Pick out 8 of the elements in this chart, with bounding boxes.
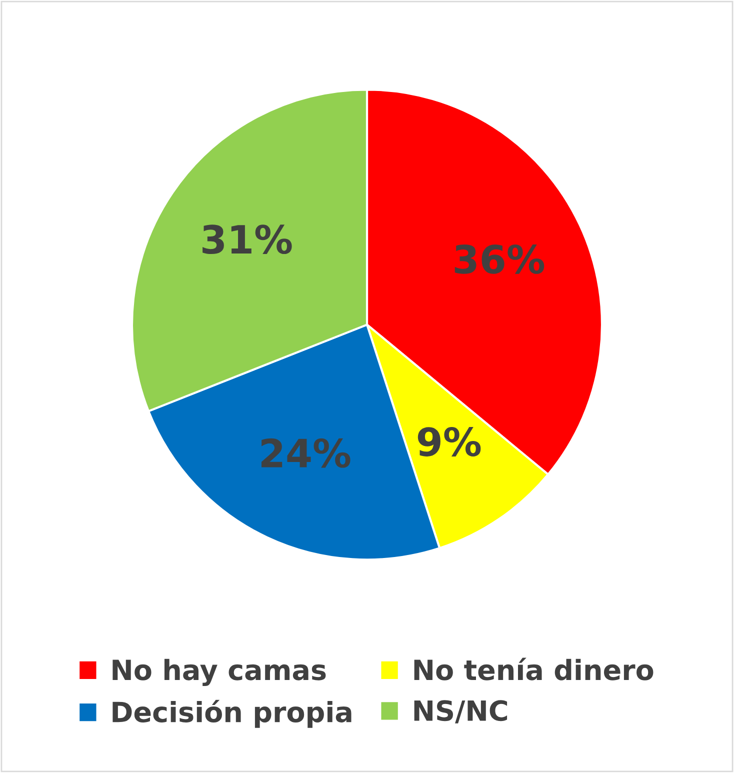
legend-label: No hay camas [112,658,326,686]
legend-label: NS/NC [414,700,508,724]
legend-label: No tenía dinero [414,658,654,680]
data-label: 31% [202,224,292,254]
data-label: 36% [454,244,544,274]
legend-label: Decisión propia [112,700,352,728]
data-label: 24% [262,438,350,468]
data-label: 9% [418,427,481,456]
